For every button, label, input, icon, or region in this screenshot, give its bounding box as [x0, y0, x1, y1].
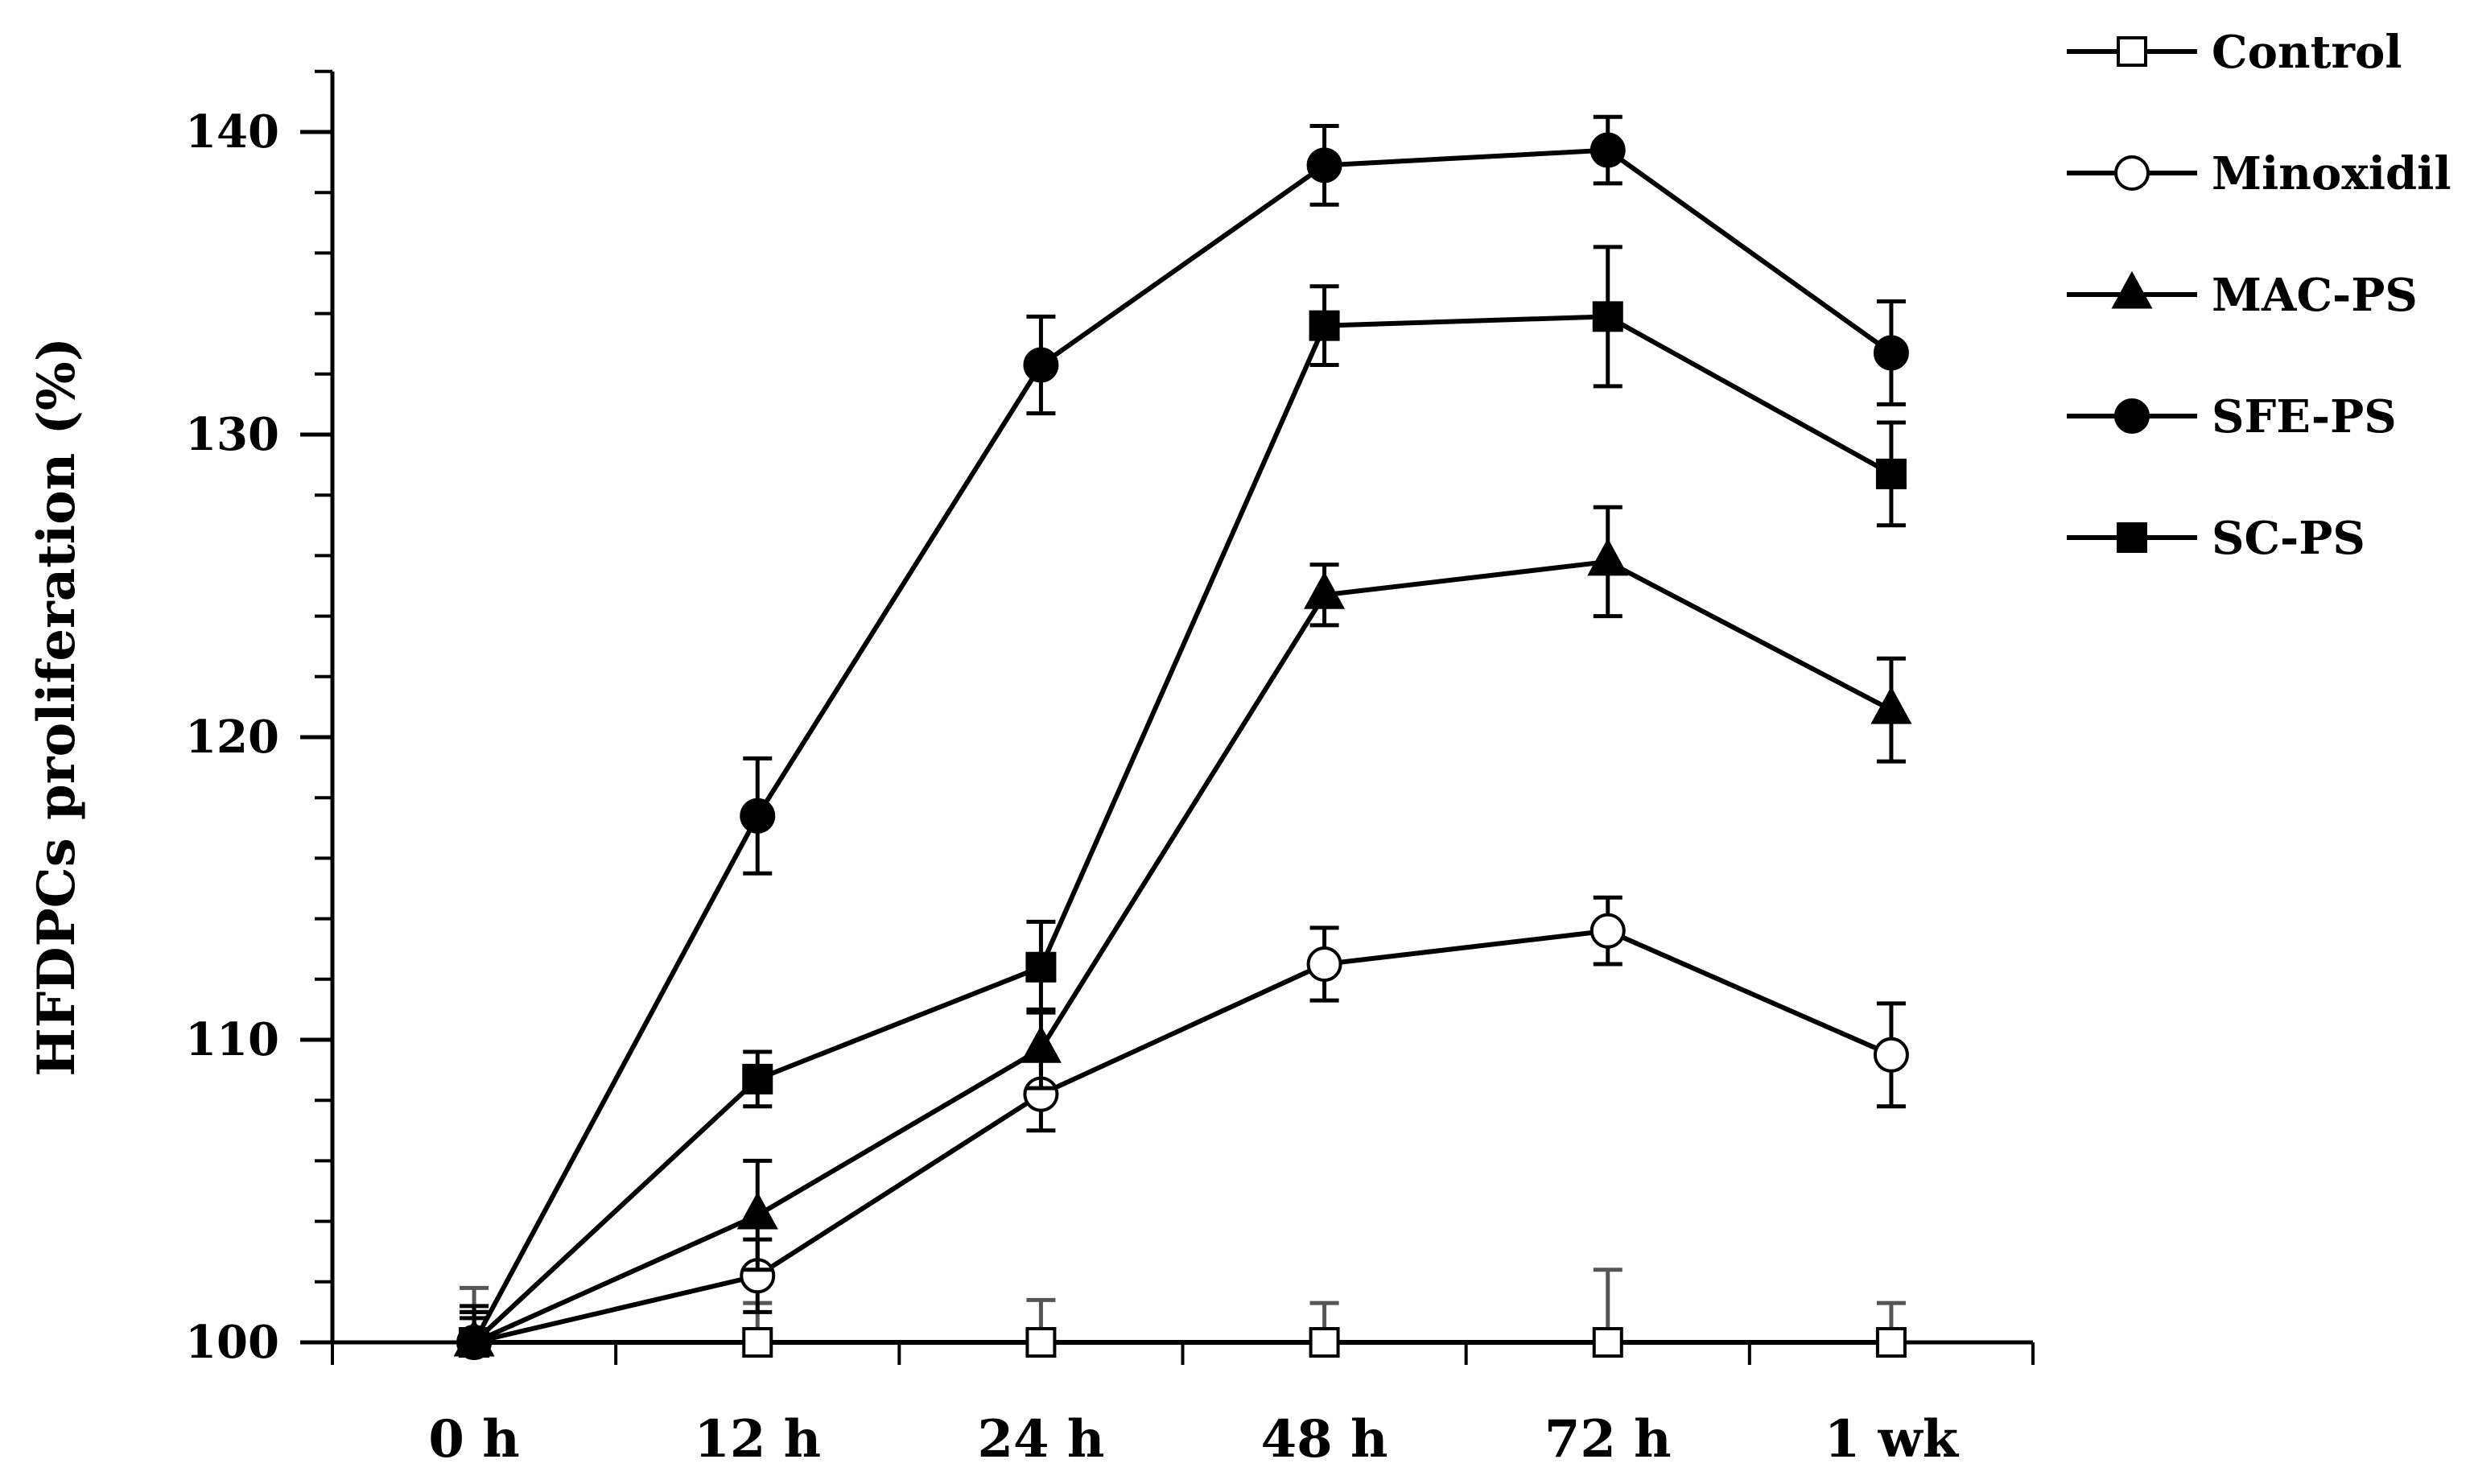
legend-item: SC-PS	[2067, 512, 2365, 565]
legend-label: Control	[2212, 26, 2402, 79]
y-tick-label: 100	[185, 1316, 279, 1369]
series-line	[473, 928, 1893, 1345]
data-point	[1592, 301, 1623, 332]
data-point	[1875, 1327, 1907, 1358]
series-sc-ps	[459, 245, 1907, 1358]
y-axis-label: HFDPCs proliferation (%)	[27, 337, 87, 1077]
data-point	[1873, 1037, 1909, 1073]
data-point	[1306, 946, 1342, 982]
x-tick-label: 48 h	[1261, 1409, 1388, 1470]
legend-marker	[2114, 155, 2150, 191]
data-point	[1023, 347, 1059, 383]
y-tick-label: 140	[185, 105, 279, 159]
series-line	[472, 559, 1893, 1345]
data-point	[1590, 913, 1626, 949]
y-tick-label: 130	[185, 408, 279, 461]
data-point	[1873, 335, 1909, 371]
x-tick-label: 12 h	[694, 1409, 821, 1470]
legend-label: Minoxidil	[2212, 147, 2451, 200]
data-point	[736, 1191, 778, 1230]
legend-label: MAC-PS	[2212, 269, 2418, 322]
data-point	[740, 798, 776, 834]
series-line	[472, 314, 1893, 1345]
series-control	[459, 1268, 1907, 1358]
series-line	[472, 147, 1893, 1344]
series-mac-ps	[453, 505, 1912, 1357]
data-point	[1590, 132, 1626, 168]
legend-item: Minoxidil	[2067, 147, 2451, 200]
y-tick-label: 120	[185, 711, 279, 764]
data-point	[459, 1327, 490, 1358]
data-point	[1592, 1327, 1623, 1358]
data-point	[742, 1327, 773, 1358]
data-point	[1020, 1025, 1062, 1063]
data-point	[1306, 147, 1342, 183]
data-point	[1025, 951, 1057, 983]
legend-label: SFE-PS	[2212, 390, 2397, 443]
x-tick-label: 24 h	[977, 1409, 1104, 1470]
x-tick-label: 1 wk	[1825, 1409, 1960, 1470]
legend-item: Control	[2067, 26, 2402, 79]
data-point	[1025, 1327, 1057, 1358]
data-point	[742, 1063, 773, 1094]
x-tick-label: 72 h	[1544, 1409, 1672, 1470]
x-tick-label: 0 h	[428, 1409, 519, 1470]
y-tick-label: 110	[185, 1013, 279, 1066]
legend-marker	[2111, 270, 2153, 309]
legend-marker	[2117, 36, 2147, 67]
data-point	[1870, 686, 1912, 724]
legend-label: SC-PS	[2212, 512, 2365, 565]
legend-marker	[2114, 398, 2150, 434]
legend-item: MAC-PS	[2067, 269, 2418, 322]
data-point	[1309, 1327, 1340, 1358]
legend-item: SFE-PS	[2067, 390, 2397, 443]
data-point	[1309, 310, 1340, 341]
series-sfe-ps	[456, 114, 1909, 1360]
legend-marker	[2117, 522, 2147, 553]
data-point	[1304, 571, 1346, 609]
data-point	[1587, 538, 1629, 576]
data-point	[1875, 458, 1907, 489]
